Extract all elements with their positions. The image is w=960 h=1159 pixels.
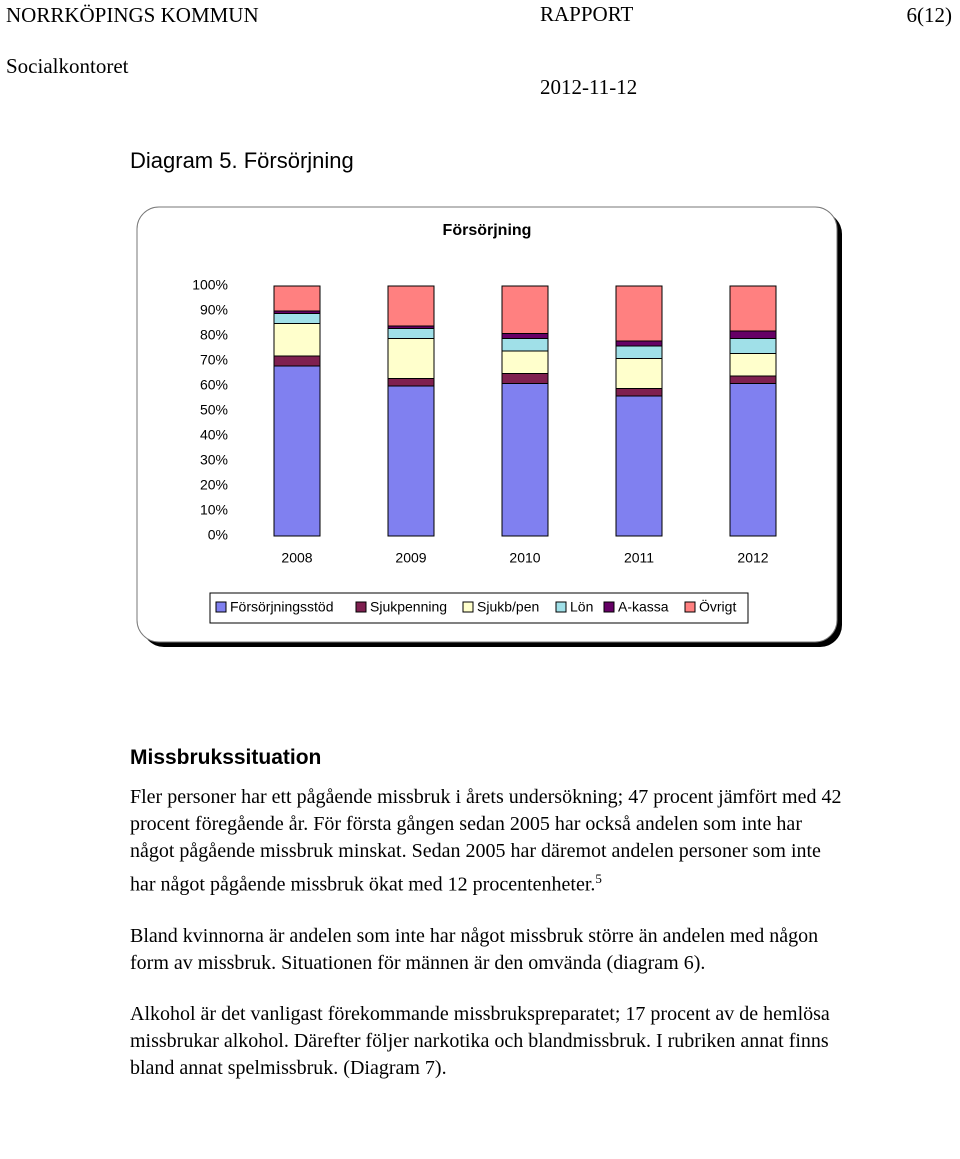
bar-segment — [273, 355, 321, 367]
bar-segment — [615, 340, 663, 347]
x-tick-label: 2012 — [737, 550, 768, 566]
section-heading: Missbrukssituation — [130, 746, 322, 769]
y-tick-label: 10% — [200, 502, 228, 518]
bar-segment — [501, 383, 549, 537]
x-tick-label: 2008 — [281, 550, 312, 566]
bar-segment — [729, 383, 777, 537]
bar-segment — [615, 388, 663, 397]
bar-segment — [273, 285, 321, 312]
bar-segment — [387, 385, 435, 537]
legend-swatch — [603, 601, 615, 613]
legend-swatch — [215, 601, 227, 613]
y-tick-label: 20% — [200, 477, 228, 493]
y-tick-label: 70% — [200, 352, 228, 368]
paragraph: Fler personer har ett pågående missbruk … — [130, 784, 850, 899]
bar-segment — [273, 365, 321, 537]
footnote-ref: 5 — [595, 871, 602, 886]
caption: Diagram 5. Försörjning — [130, 148, 354, 173]
legend-swatch — [355, 601, 367, 613]
section: Missbrukssituation Fler personer har ett… — [130, 746, 850, 1106]
paragraph: Bland kvinnorna är andelen som inte har … — [130, 924, 819, 974]
legend-box — [209, 592, 749, 624]
bar-segment — [615, 395, 663, 537]
bar-segment — [615, 285, 663, 342]
y-tick-label: 80% — [200, 327, 228, 343]
bar-segment — [729, 353, 777, 377]
date: 2012-11-12 — [540, 75, 638, 99]
bar-segment — [729, 285, 777, 332]
legend-label: Försörjningsstöd — [230, 599, 334, 615]
bar-segment — [501, 373, 549, 384]
y-tick-label: 30% — [200, 452, 228, 468]
report-label: RAPPORT — [540, 2, 634, 26]
department: Socialkontoret — [6, 54, 129, 78]
legend-label: Sjukb/pen — [477, 599, 539, 615]
x-tick-label: 2009 — [395, 550, 426, 566]
organization: NORRKÖPINGS KOMMUN — [6, 3, 259, 27]
legend-swatch — [462, 601, 474, 613]
bar-segment — [273, 323, 321, 357]
y-tick-label: 0% — [208, 527, 228, 543]
bar-segment — [501, 350, 549, 374]
legend-label: Lön — [570, 599, 593, 615]
bar-segment — [729, 330, 777, 339]
legend-swatch — [684, 601, 696, 613]
bar-segment — [501, 338, 549, 352]
paragraph: Alkohol är det vanligast förekommande mi… — [130, 1002, 830, 1079]
x-tick-label: 2010 — [509, 550, 540, 566]
bar-segment — [729, 375, 777, 384]
bar-segment — [387, 338, 435, 379]
bar-segment — [387, 378, 435, 387]
y-tick-label: 40% — [200, 427, 228, 443]
paragraph-text: Fler personer har ett pågående missbruk … — [130, 786, 842, 896]
y-tick-label: 50% — [200, 402, 228, 418]
legend-label: Sjukpenning — [370, 599, 447, 615]
bar-segment — [729, 338, 777, 354]
legend-label: Övrigt — [699, 598, 736, 615]
y-tick-label: 60% — [200, 377, 228, 393]
bar-segment — [387, 328, 435, 339]
bar-segment — [615, 345, 663, 359]
bar-segment — [273, 313, 321, 324]
bar-segment — [615, 358, 663, 389]
x-tick-label: 2011 — [624, 550, 654, 566]
legend-swatch — [555, 601, 567, 613]
y-tick-label: 100% — [192, 277, 228, 293]
y-tick-label: 90% — [200, 302, 228, 318]
legend-label: A-kassa — [618, 599, 669, 615]
bar-segment — [501, 333, 549, 339]
bar-segment — [387, 285, 435, 327]
bar-segment — [501, 285, 549, 334]
chart-title: Försörjning — [443, 222, 532, 239]
chart: Försörjning 0% 10% 20% 30% 40% 50% 60% 70% 80% 90… — [136, 206, 842, 647]
page-number: 6(12) — [906, 3, 953, 27]
